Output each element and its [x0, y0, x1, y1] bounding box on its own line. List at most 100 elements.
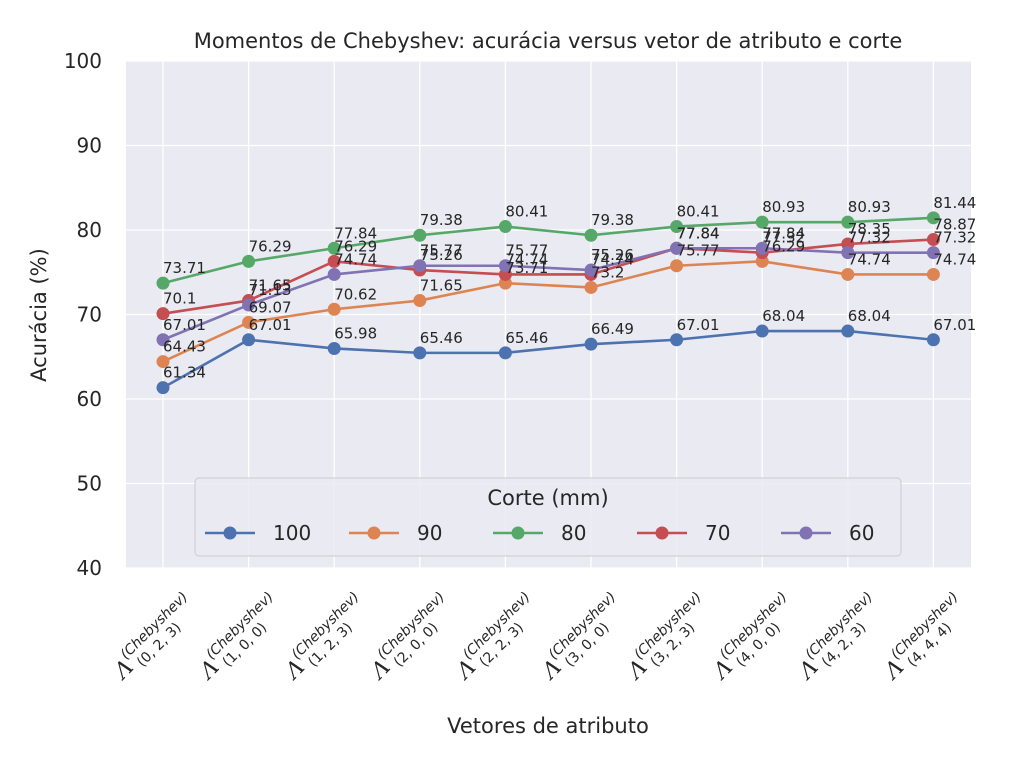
y-tick-label: 40	[77, 556, 102, 580]
data-label-100: 65.98	[334, 324, 377, 342]
x-tick-label: Λ(Chebyshev)(1, 0, 0)	[194, 589, 277, 685]
svg-text:Λ(Chebyshev)(4, 2, 3): Λ(Chebyshev)(4, 2, 3)	[790, 589, 889, 688]
series-point-70	[926, 233, 940, 247]
legend-item-60: 60	[781, 521, 874, 545]
svg-text:Λ(Chebyshev)(1, 2, 3): Λ(Chebyshev)(1, 2, 3)	[276, 589, 375, 688]
x-axis-label: Vetores de atributo	[447, 714, 649, 738]
series-point-90	[926, 267, 940, 281]
svg-text:Λ(Chebyshev)(4, 0, 0): Λ(Chebyshev)(4, 0, 0)	[704, 589, 803, 688]
data-label-90: 64.43	[163, 338, 206, 356]
data-label-70: 71.65	[249, 277, 292, 295]
series-point-100	[242, 333, 256, 347]
series-point-60	[584, 263, 598, 277]
data-label-60: 77.84	[677, 224, 720, 242]
series-point-80	[413, 228, 427, 242]
data-label-60: 77.32	[848, 229, 891, 247]
series-point-60	[926, 246, 940, 260]
data-label-100: 68.04	[848, 307, 891, 325]
legend-title: Corte (mm)	[487, 486, 608, 510]
svg-text:Λ(Chebyshev)(0, 2, 3): Λ(Chebyshev)(0, 2, 3)	[105, 589, 204, 688]
data-label-90: 69.07	[249, 298, 292, 316]
y-tick-label: 90	[77, 134, 102, 158]
legend-item-100: 100	[205, 521, 311, 545]
data-label-70: 78.35	[848, 220, 891, 238]
legend-label: 70	[705, 521, 730, 545]
data-label-100: 67.01	[677, 316, 720, 334]
y-tick-labels: 40 50 60 70 80 90 100	[64, 49, 102, 580]
data-label-70: 74.74	[591, 250, 634, 268]
svg-text:Λ(Chebyshev)(2, 2, 3): Λ(Chebyshev)(2, 2, 3)	[447, 589, 546, 688]
y-tick-label: 50	[77, 472, 102, 496]
series-point-90	[242, 315, 256, 329]
series-line-80	[162, 216, 934, 285]
legend-items: 100 90 80 70 60	[205, 521, 874, 545]
x-tick-label: Λ(Chebyshev)(2, 0, 0)	[362, 589, 461, 688]
series-point-90	[584, 280, 598, 294]
series-line-70	[162, 238, 934, 315]
series-point-100	[413, 346, 427, 360]
data-labels: 61.34 67.01 65.98 65.46 65.46 66.49 67.01 68.04…	[163, 194, 976, 382]
series-group	[156, 211, 940, 395]
series-point-70	[156, 307, 170, 321]
series-point-80	[841, 215, 855, 229]
x-tick-label: Λ(Chebyshev)(1, 2, 3)	[276, 589, 375, 688]
legend-marker	[367, 526, 381, 540]
data-label-80: 80.41	[505, 203, 548, 221]
x-tick-label: Λ(Chebyshev)(4, 2, 3)	[790, 589, 889, 688]
series-point-100	[498, 346, 512, 360]
data-label-80: 80.41	[677, 203, 720, 221]
y-tick-label: 100	[64, 49, 102, 73]
data-label-100: 61.34	[163, 364, 206, 382]
series-point-80	[755, 215, 769, 229]
y-axis-label: Acurácia (%)	[27, 248, 51, 382]
svg-text:Λ(Chebyshev)(2, 0, 0): Λ(Chebyshev)(2, 0, 0)	[362, 589, 461, 688]
x-tick-label: Λ(Chebyshev)(3, 0, 0)	[533, 589, 632, 688]
series-point-80	[584, 228, 598, 242]
svg-text:Λ(Chebyshev)(3, 0, 0): Λ(Chebyshev)(3, 0, 0)	[533, 589, 632, 688]
x-tick-labels: Λ(Chebyshev)(0, 2, 3) Λ(Chebyshev)(1, 0, …	[105, 589, 974, 688]
data-label-100: 68.04	[762, 307, 805, 325]
data-label-60: 67.01	[163, 316, 206, 334]
data-label-60: 77.32	[933, 229, 976, 247]
legend-item-90: 90	[349, 521, 442, 545]
series-point-60	[841, 246, 855, 260]
data-label-90: 73.2	[591, 263, 624, 281]
series-point-60	[498, 259, 512, 273]
data-label-80: 81.44	[933, 194, 976, 212]
legend: Corte (mm) 100 90 80 70 60	[194, 477, 902, 557]
series-line-90	[162, 260, 934, 363]
svg-text:Λ(Chebyshev)(4, 4, 4): Λ(Chebyshev)(4, 4, 4)	[875, 589, 974, 688]
data-label-70: 75.26	[420, 246, 463, 264]
series-point-100	[755, 324, 769, 338]
chart-title: Momentos de Chebyshev: acurácia versus v…	[194, 29, 903, 53]
series-point-80	[327, 241, 341, 255]
series-point-80	[156, 276, 170, 290]
data-label-60: 77.84	[762, 224, 805, 242]
series-point-80	[926, 211, 940, 225]
data-label-100: 65.46	[420, 329, 463, 347]
data-label-100: 67.01	[249, 316, 292, 334]
series-point-100	[584, 337, 598, 351]
data-label-90: 73.71	[505, 259, 548, 277]
data-label-70: 78.87	[933, 216, 976, 234]
data-label-80: 79.38	[591, 211, 634, 229]
legend-label: 90	[417, 521, 442, 545]
data-label-70: 77.84	[677, 224, 720, 242]
x-tick-label: Λ(Chebyshev)(3, 2, 3)	[622, 589, 705, 685]
series-point-90	[413, 294, 427, 308]
data-label-60: 75.77	[420, 242, 463, 260]
series-point-90	[156, 355, 170, 369]
legend-item-80: 80	[493, 521, 586, 545]
data-label-90: 70.62	[334, 285, 377, 303]
data-label-70: 76.29	[334, 237, 377, 255]
data-label-60: 71.13	[249, 281, 292, 299]
data-label-90: 74.74	[848, 250, 891, 268]
data-label-60: 74.74	[334, 250, 377, 268]
legend-item-70: 70	[637, 521, 730, 545]
data-label-80: 80.93	[762, 198, 805, 216]
series-point-60	[156, 333, 170, 347]
series-point-90	[841, 267, 855, 281]
series-point-60	[670, 241, 684, 255]
series-point-100	[327, 341, 341, 355]
